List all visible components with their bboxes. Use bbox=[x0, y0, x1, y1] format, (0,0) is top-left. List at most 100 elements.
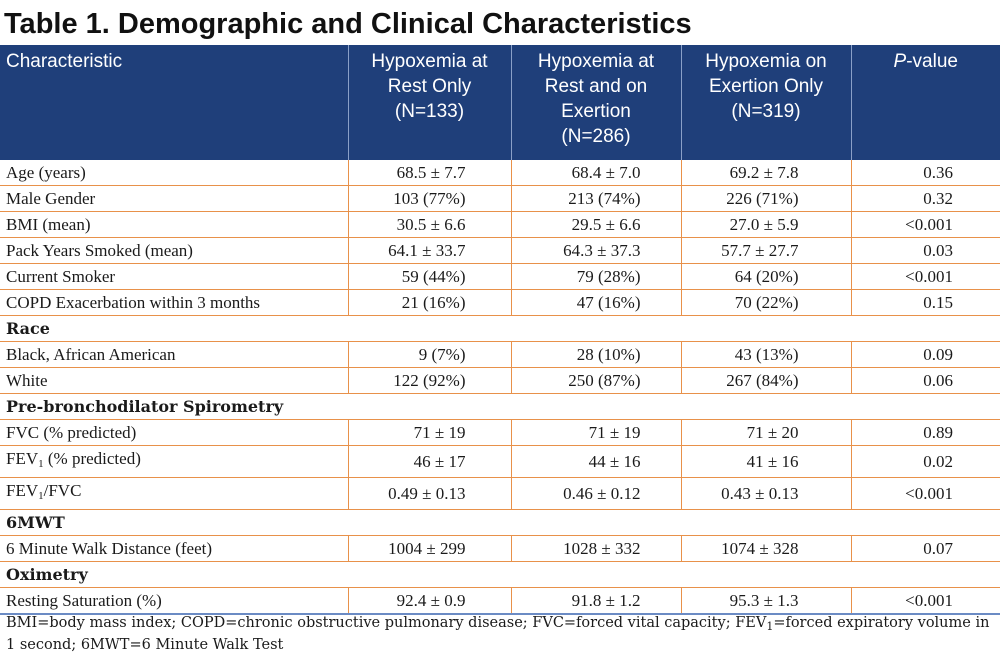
value-cell: 44 ± 16 bbox=[510, 445, 681, 478]
row-label: COPD Exacerbation within 3 months bbox=[0, 289, 348, 316]
row-label: Current Smoker bbox=[0, 263, 348, 290]
header-line: (N=319) bbox=[731, 101, 801, 122]
p-value-cell: 0.15 bbox=[850, 289, 1000, 316]
p-value-cell: 0.06 bbox=[850, 367, 1000, 394]
table-row: Age (years) 68.5 ± 7.7 68.4 ± 7.0 69.2 ± 7.… bbox=[0, 160, 1000, 186]
section-heading: 6MWT bbox=[0, 509, 1000, 536]
header-line: Rest Only bbox=[387, 76, 472, 97]
row-label: Black, African American bbox=[0, 341, 348, 368]
table-row: FEV1 (% predicted) 46 ± 17 44 ± 16 41 ± 16 0… bbox=[0, 445, 1000, 478]
header-exertion-only: Hypoxemia on Exertion Only (N=319) bbox=[680, 45, 851, 160]
row-label-subscript: 1 bbox=[38, 490, 44, 502]
section-row: Oximetry bbox=[0, 561, 1000, 588]
p-value-cell: 0.03 bbox=[850, 237, 1000, 264]
row-label-text: FEV bbox=[6, 449, 39, 468]
row-label-suffix: /FVC bbox=[43, 481, 82, 500]
data-table: Characteristic Hypoxemia at Rest Only (N… bbox=[0, 45, 1000, 615]
header-line: Hypoxemia on bbox=[705, 51, 827, 72]
header-line: Hypoxemia at bbox=[371, 51, 488, 72]
table-row: COPD Exacerbation within 3 months 21 (16%… bbox=[0, 289, 1000, 316]
row-label: FEV1/FVC bbox=[0, 477, 348, 510]
table-row: Current Smoker 59 (44%) 79 (28%) 64 (20%) <0… bbox=[0, 263, 1000, 290]
value-cell: 59 (44%) bbox=[347, 263, 511, 290]
row-label-text: FEV bbox=[6, 481, 39, 500]
header-rest-and-exertion: Hypoxemia at Rest and on Exertion (N=286… bbox=[510, 45, 681, 160]
value-cell: 226 (71%) bbox=[680, 185, 851, 212]
row-label: FVC (% predicted) bbox=[0, 419, 348, 446]
section-row: 6MWT bbox=[0, 509, 1000, 536]
header-line: Characteristic bbox=[6, 51, 123, 72]
p-value-cell: 0.02 bbox=[850, 445, 1000, 478]
row-label: Age (years) bbox=[0, 160, 348, 186]
footnote-subscript: 1 bbox=[766, 620, 774, 633]
value-cell: 64.3 ± 37.3 bbox=[510, 237, 681, 264]
p-value-cell: <0.001 bbox=[850, 477, 1000, 510]
table-row: Pack Years Smoked (mean) 64.1 ± 33.7 64.3 … bbox=[0, 237, 1000, 264]
table-row: BMI (mean) 30.5 ± 6.6 29.5 ± 6.6 27.0 ± 5.9… bbox=[0, 211, 1000, 238]
value-cell: 1004 ± 299 bbox=[347, 535, 511, 562]
value-cell: 27.0 ± 5.9 bbox=[680, 211, 851, 238]
value-cell: 28 (10%) bbox=[510, 341, 681, 368]
value-cell: 1074 ± 328 bbox=[680, 535, 851, 562]
header-rest-only: Hypoxemia at Rest Only (N=133) bbox=[347, 45, 511, 160]
value-cell: 30.5 ± 6.6 bbox=[347, 211, 511, 238]
value-cell: 57.7 ± 27.7 bbox=[680, 237, 851, 264]
value-cell: 29.5 ± 6.6 bbox=[510, 211, 681, 238]
p-value-cell: 0.32 bbox=[850, 185, 1000, 212]
row-label-subscript: 1 bbox=[38, 458, 44, 470]
value-cell: 64 (20%) bbox=[680, 263, 851, 290]
p-value-cell: 0.07 bbox=[850, 535, 1000, 562]
row-label: White bbox=[0, 367, 348, 394]
header-characteristic: Characteristic bbox=[0, 45, 348, 160]
header-p-value: P-value bbox=[850, 45, 1000, 160]
table-header: Characteristic Hypoxemia at Rest Only (N… bbox=[0, 45, 1000, 160]
header-row: Characteristic Hypoxemia at Rest Only (N… bbox=[0, 45, 1000, 160]
row-label: Pack Years Smoked (mean) bbox=[0, 237, 348, 264]
value-cell: 68.5 ± 7.7 bbox=[347, 160, 511, 186]
value-cell: 68.4 ± 7.0 bbox=[510, 160, 681, 186]
value-cell: 69.2 ± 7.8 bbox=[680, 160, 851, 186]
value-cell: 1028 ± 332 bbox=[510, 535, 681, 562]
value-cell: 250 (87%) bbox=[510, 367, 681, 394]
p-value-cell: 0.09 bbox=[850, 341, 1000, 368]
value-cell: 95.3 ± 1.3 bbox=[680, 587, 851, 615]
value-cell: 70 (22%) bbox=[680, 289, 851, 316]
table-title: Table 1. Demographic and Clinical Charac… bbox=[4, 8, 692, 40]
footnote-text-after: =forced expiratory volume in 1 second; 6… bbox=[6, 615, 990, 653]
section-row: Race bbox=[0, 315, 1000, 342]
value-cell: 79 (28%) bbox=[510, 263, 681, 290]
row-label: Male Gender bbox=[0, 185, 348, 212]
p-value-cell: <0.001 bbox=[850, 587, 1000, 615]
value-cell: 92.4 ± 0.9 bbox=[347, 587, 511, 615]
value-cell: 0.43 ± 0.13 bbox=[680, 477, 851, 510]
table-row: White 122 (92%) 250 (87%) 267 (84%) 0.06 bbox=[0, 367, 1000, 394]
table-row: FVC (% predicted) 71 ± 19 71 ± 19 71 ± 20 0.… bbox=[0, 419, 1000, 446]
value-cell: 103 (77%) bbox=[347, 185, 511, 212]
section-heading: Oximetry bbox=[0, 561, 1000, 588]
header-line: (N=286) bbox=[561, 126, 631, 147]
p-value-cell: <0.001 bbox=[850, 263, 1000, 290]
row-label: FEV1 (% predicted) bbox=[0, 445, 348, 478]
value-cell: 267 (84%) bbox=[680, 367, 851, 394]
value-cell: 71 ± 19 bbox=[347, 419, 511, 446]
value-cell: 21 (16%) bbox=[347, 289, 511, 316]
row-label-suffix: (% predicted) bbox=[43, 449, 141, 468]
row-label: BMI (mean) bbox=[0, 211, 348, 238]
footnote: BMI=body mass index; COPD=chronic obstru… bbox=[6, 614, 991, 655]
section-heading: Race bbox=[0, 315, 1000, 342]
header-line: Hypoxemia at bbox=[537, 51, 655, 72]
row-label: 6 Minute Walk Distance (feet) bbox=[0, 535, 348, 562]
section-heading: Pre-bronchodilator Spirometry bbox=[0, 393, 1000, 420]
header-p-suffix: -value bbox=[906, 51, 958, 72]
value-cell: 213 (74%) bbox=[510, 185, 681, 212]
p-value-cell: 0.89 bbox=[850, 419, 1000, 446]
value-cell: 46 ± 17 bbox=[347, 445, 511, 478]
table-body: Age (years) 68.5 ± 7.7 68.4 ± 7.0 69.2 ± 7.… bbox=[0, 160, 1000, 615]
value-cell: 0.49 ± 0.13 bbox=[347, 477, 511, 510]
header-line: Exertion Only bbox=[708, 76, 824, 97]
table-row: FEV1/FVC 0.49 ± 0.13 0.46 ± 0.12 0.43 ± 0.1… bbox=[0, 477, 1000, 510]
header-line: (N=133) bbox=[394, 101, 465, 122]
value-cell: 122 (92%) bbox=[347, 367, 511, 394]
section-row: Pre-bronchodilator Spirometry bbox=[0, 393, 1000, 420]
